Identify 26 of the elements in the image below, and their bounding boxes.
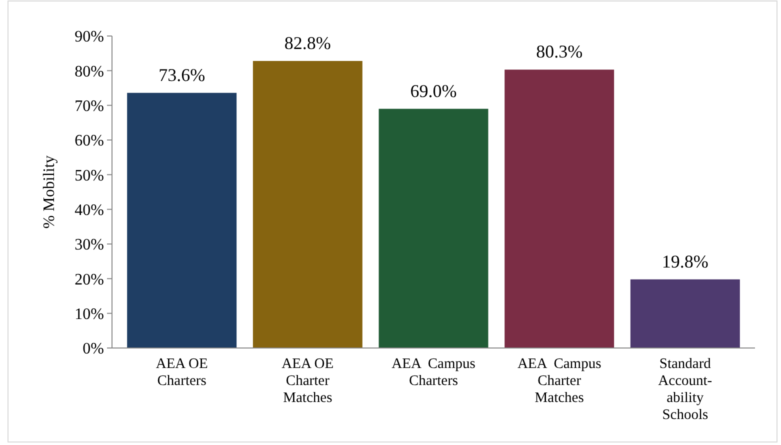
data-label: 80.3% — [536, 42, 583, 62]
x-tick-label: AEA Campus Charters — [392, 356, 476, 389]
x-tick-label: Standard Account- ability Schools — [658, 356, 712, 423]
y-tick-label: 80% — [74, 63, 104, 80]
y-tick-label: 70% — [74, 98, 104, 115]
y-tick-label: 50% — [74, 167, 104, 184]
x-tick-label: AEA OE Charters — [156, 356, 208, 389]
y-tick-label: 40% — [74, 202, 104, 219]
y-tick-label: 0% — [82, 340, 104, 358]
data-label: 73.6% — [158, 64, 206, 85]
bar — [630, 279, 740, 348]
x-tick-label: AEA OE Charter Matches — [282, 356, 334, 406]
bar — [378, 108, 488, 348]
y-tick-label: 60% — [74, 132, 104, 150]
data-label: 69.0% — [410, 80, 457, 101]
y-axis-title: % Mobility — [41, 155, 58, 229]
y-tick-label: 90% — [74, 28, 104, 46]
x-tick-label: AEA Campus Charter Matches — [517, 356, 602, 406]
bar — [252, 60, 362, 348]
y-tick-label: 20% — [74, 271, 104, 288]
y-tick-label: 30% — [74, 236, 104, 254]
data-label: 19.8% — [662, 251, 708, 272]
y-tick-label: 10% — [74, 306, 104, 323]
bar — [504, 70, 614, 348]
data-label: 82.8% — [284, 32, 331, 53]
bar — [127, 92, 237, 348]
